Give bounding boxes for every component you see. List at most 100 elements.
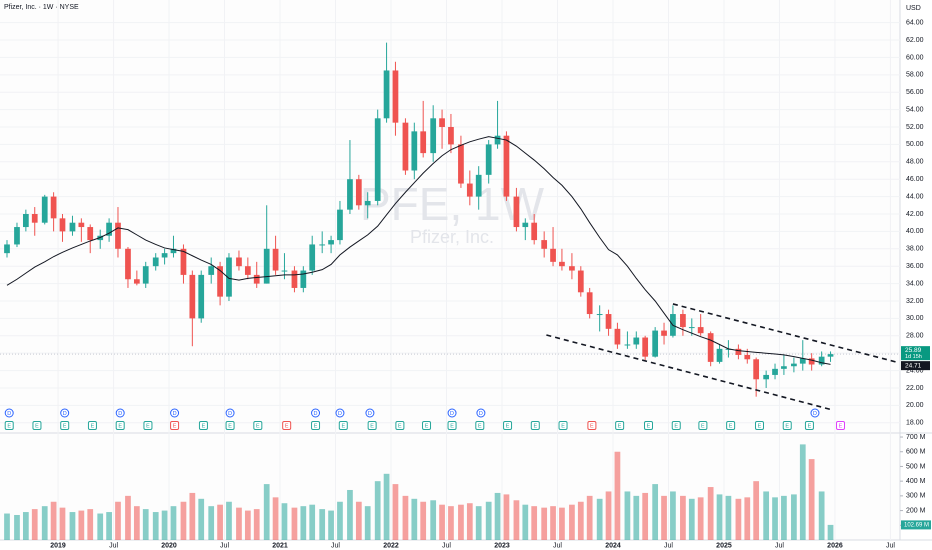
volume-bar — [550, 506, 556, 540]
dividend-marker — [335, 408, 345, 418]
earnings-label: E — [729, 423, 733, 429]
earnings-label: E — [341, 423, 345, 429]
earnings-label: E — [674, 423, 678, 429]
volume-bar — [513, 500, 520, 540]
volume-bar — [383, 473, 390, 540]
earnings-marker — [754, 421, 764, 430]
y-tick-label: 48.00 — [906, 159, 924, 166]
dividend-marker — [365, 408, 375, 418]
volume-bar — [31, 509, 38, 540]
candle-body — [22, 213, 29, 228]
candle-body — [614, 328, 621, 345]
candle-body — [596, 314, 603, 316]
dividend-marker — [115, 408, 125, 418]
watermark-subtitle: Pfizer, Inc. — [410, 227, 494, 247]
price-axis-background — [900, 0, 932, 550]
volume-bar — [716, 494, 723, 540]
volume-bar — [799, 444, 806, 540]
candle-body — [41, 196, 48, 223]
dividend-marker — [225, 408, 235, 418]
x-tick-label: Jul — [109, 542, 118, 549]
earnings-label: E — [35, 423, 39, 429]
volume-bar — [133, 506, 140, 540]
volume-bar — [411, 498, 418, 540]
volume-bar — [281, 503, 288, 540]
volume-bar — [494, 492, 501, 540]
volume-bar — [661, 495, 667, 540]
volume-bar — [337, 501, 343, 540]
earnings-marker — [198, 421, 208, 430]
candle-body — [781, 366, 787, 369]
x-tick-label: 2023 — [494, 542, 510, 549]
earnings-marker — [282, 421, 292, 430]
axis: 18.0020.0022.0024.0026.0028.0030.0032.00… — [50, 19, 931, 549]
earnings-label: E — [478, 423, 482, 429]
candle-body — [14, 227, 20, 245]
volume-bar — [198, 498, 205, 540]
y-tick-label: 34.00 — [906, 280, 924, 287]
volume-bar — [439, 504, 445, 540]
moving-average — [6, 136, 831, 365]
dividend-label: D — [338, 411, 342, 417]
dividend-marker — [810, 408, 820, 418]
y-tick-label: 54.00 — [906, 106, 924, 113]
candle-body — [624, 344, 631, 346]
y-tick-label: 56.00 — [906, 89, 924, 96]
volume-bar — [680, 495, 686, 540]
volume-bar — [725, 495, 732, 540]
volume-bar — [22, 512, 29, 540]
candle-body — [69, 222, 76, 232]
y-tick-label: 40.00 — [906, 228, 924, 235]
y-tick-label: 32.00 — [906, 298, 924, 305]
candle-body — [319, 244, 326, 246]
earnings-marker — [804, 421, 814, 430]
volume-bar — [772, 497, 778, 540]
candle-body — [688, 327, 695, 329]
volume-bar — [485, 501, 492, 540]
volume-bar — [208, 506, 215, 540]
y-tick-label: 44.00 — [906, 193, 924, 200]
volume-bar — [531, 506, 538, 540]
x-tick-label: 2025 — [716, 542, 732, 549]
candle-body — [697, 327, 704, 334]
volume-bar — [670, 491, 676, 540]
volume-tick-label: 200 M — [906, 507, 926, 514]
volume-bar — [642, 492, 649, 540]
earnings-marker — [698, 421, 708, 430]
candle-body — [652, 330, 659, 357]
volume-bar — [827, 524, 834, 540]
volume-tick-label: 700 M — [906, 434, 926, 441]
chart-title: Pfizer, Inc. · 1W · NYSE — [4, 4, 79, 11]
candle-body — [577, 270, 584, 293]
volume-tick-label: 500 M — [906, 463, 926, 470]
volume-bar — [791, 494, 797, 540]
earnings-label: E — [173, 423, 177, 429]
candle-body — [87, 227, 94, 241]
dividend-label: D — [63, 411, 67, 417]
candle-body — [439, 118, 445, 128]
volume-bar — [244, 510, 251, 540]
candle-body — [541, 240, 548, 249]
candle-body — [559, 261, 565, 267]
dividend-label: D — [314, 411, 318, 417]
marks: D D D D D D D D D D DE E E E E E E E E E E E E E E E E E E E E E E E E E E E E… — [0, 42, 900, 540]
candle-body — [374, 118, 381, 201]
y-tick-label: 36.00 — [906, 263, 924, 270]
earnings-marker — [558, 421, 568, 430]
earnings-label: E — [256, 423, 260, 429]
volume-value-label: 102.69 M — [904, 522, 929, 528]
volume-bar — [614, 451, 621, 540]
y-tick-label: 18.00 — [906, 420, 924, 427]
volume-bar — [763, 491, 770, 540]
volume-bar — [448, 506, 454, 540]
volume-bar — [781, 495, 787, 540]
y-tick-label: 64.00 — [906, 19, 924, 26]
candle-body — [115, 222, 121, 249]
last-price-box — [901, 346, 930, 361]
candle-body — [430, 118, 437, 154]
candle-body — [78, 222, 85, 228]
candle-body — [633, 337, 640, 345]
candle-body — [244, 266, 251, 275]
earnings-label: E — [701, 423, 705, 429]
volume-bar — [152, 512, 159, 540]
